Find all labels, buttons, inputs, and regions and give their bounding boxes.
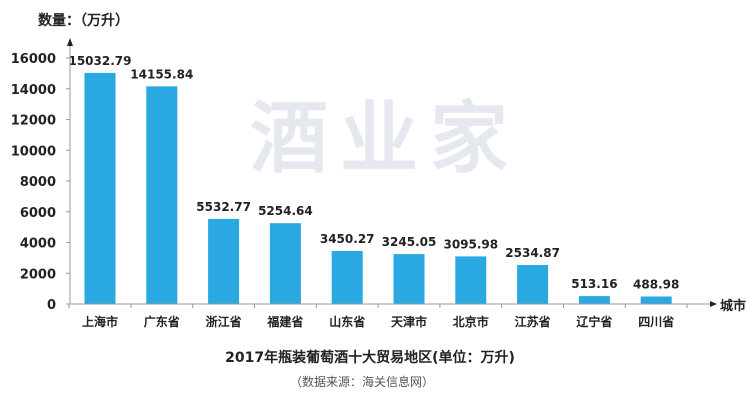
x-tick-label: 福建省 xyxy=(266,314,303,329)
y-tick-label: 8000 xyxy=(20,175,56,190)
data-label: 2534.87 xyxy=(505,246,560,260)
x-tick-label: 四川省 xyxy=(638,314,674,329)
bar xyxy=(517,265,549,304)
y-axis-label: 数量：（万升） xyxy=(38,12,129,29)
y-tick-label: 16000 xyxy=(11,52,56,67)
bar xyxy=(146,86,178,304)
bar xyxy=(208,218,240,304)
data-label: 488.98 xyxy=(633,277,679,291)
data-label: 3450.27 xyxy=(320,232,375,246)
y-tick-label: 0 xyxy=(47,298,56,313)
x-tick-label: 浙江省 xyxy=(206,314,242,329)
x-tick-label: 辽宁省 xyxy=(576,314,612,329)
bar xyxy=(455,256,487,304)
y-tick-label: 6000 xyxy=(20,206,56,221)
bar xyxy=(269,223,301,304)
y-axis-arrow-icon xyxy=(67,38,73,46)
data-label: 3095.98 xyxy=(443,237,498,251)
x-tick-label: 天津市 xyxy=(391,314,427,329)
data-label: 14155.84 xyxy=(130,67,193,81)
x-axis-arrow-icon xyxy=(710,301,717,307)
x-tick-label: 山东省 xyxy=(329,314,365,329)
x-axis-label: 城市 xyxy=(720,298,746,314)
data-label: 15032.79 xyxy=(68,54,131,68)
data-label: 513.16 xyxy=(571,277,617,291)
data-label: 3245.05 xyxy=(382,235,437,249)
y-tick-label: 2000 xyxy=(20,267,56,282)
x-tick-label: 江苏省 xyxy=(515,314,551,329)
x-tick-label: 北京市 xyxy=(453,314,489,329)
x-tick-label: 广东省 xyxy=(144,314,180,329)
bar xyxy=(393,254,425,304)
watermark: 酒业家 xyxy=(250,94,520,184)
data-label: 5254.64 xyxy=(258,204,313,218)
y-tick-label: 10000 xyxy=(11,144,56,159)
x-tick-label: 上海市 xyxy=(82,314,118,329)
chart-title: 2017年瓶装葡萄酒十大贸易地区(单位：万升) xyxy=(225,349,515,366)
y-tick-label: 12000 xyxy=(11,114,56,129)
bar xyxy=(331,250,363,304)
data-label: 5532.77 xyxy=(196,200,251,214)
y-tick-label: 14000 xyxy=(11,83,56,98)
bar xyxy=(578,296,610,304)
y-tick-label: 4000 xyxy=(20,237,56,252)
chart-subtitle: （数据来源：海关信息网） xyxy=(290,374,434,389)
bar xyxy=(84,72,116,305)
bar xyxy=(640,296,672,304)
